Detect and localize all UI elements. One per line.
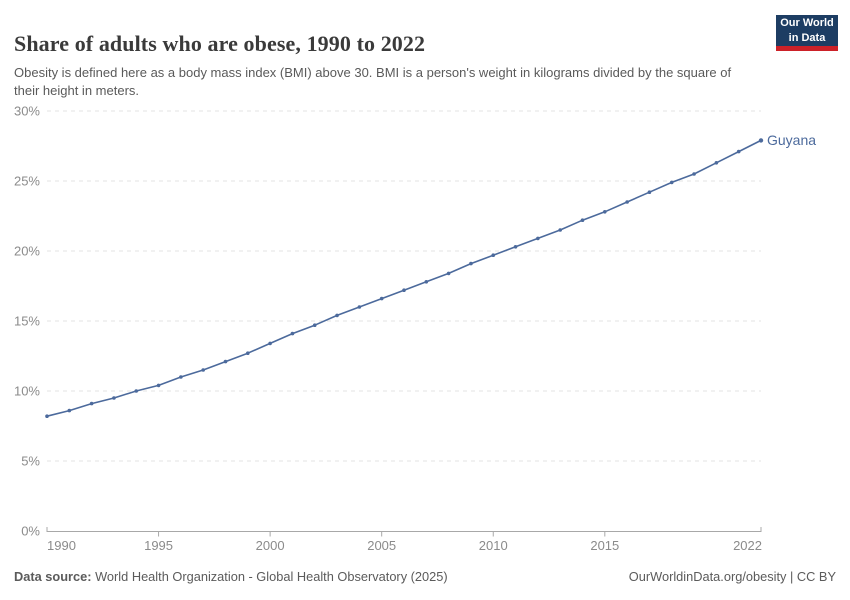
data-point-1996[interactable]	[179, 375, 183, 379]
x-tick-label: 2022	[733, 538, 762, 553]
x-tick-label: 2005	[367, 538, 396, 553]
data-point-1990[interactable]	[45, 414, 49, 419]
data-point-2006[interactable]	[402, 288, 406, 293]
y-tick-label: 25%	[14, 174, 40, 189]
x-tick-label: 2000	[256, 538, 285, 553]
data-point-1998[interactable]	[223, 359, 228, 364]
data-point-1992[interactable]	[89, 401, 94, 406]
data-point-1993[interactable]	[112, 396, 116, 400]
data-point-2011[interactable]	[513, 245, 518, 249]
data-point-2015[interactable]	[603, 210, 607, 214]
data-point-2005[interactable]	[379, 296, 384, 301]
y-tick-label: 15%	[14, 314, 40, 329]
data-point-1994[interactable]	[134, 389, 139, 393]
data-source-label: Data source:	[14, 569, 92, 584]
y-tick-label: 30%	[14, 104, 40, 119]
data-point-2020[interactable]	[714, 161, 719, 165]
chart-title: Share of adults who are obese, 1990 to 2…	[14, 30, 426, 56]
y-tick-label: 5%	[21, 454, 40, 469]
data-point-2014[interactable]	[580, 218, 585, 222]
y-tick-label: 0%	[21, 524, 40, 539]
data-point-2018[interactable]	[669, 180, 674, 185]
data-point-1995[interactable]	[156, 383, 161, 388]
y-tick-label: 20%	[14, 244, 40, 259]
data-point-2010[interactable]	[491, 253, 496, 257]
data-point-2022[interactable]	[758, 138, 764, 143]
chart-footer: Data source: World Health Organization -…	[14, 569, 836, 584]
x-tick-label: 2010	[479, 538, 508, 553]
data-source-text: World Health Organization - Global Healt…	[91, 569, 448, 584]
data-point-1997[interactable]	[201, 368, 205, 372]
data-point-2013[interactable]	[558, 228, 562, 232]
data-point-2004[interactable]	[357, 305, 362, 309]
data-point-2007[interactable]	[424, 280, 429, 284]
data-point-1991[interactable]	[67, 408, 72, 413]
data-point-2003[interactable]	[335, 313, 339, 318]
owid-logo-line2: in Data	[788, 31, 826, 44]
x-tick-label: 2015	[590, 538, 619, 553]
data-point-2002[interactable]	[312, 323, 317, 328]
owid-logo[interactable]: Our World in Data	[776, 15, 838, 51]
owid-license-link[interactable]: OurWorldinData.org/obesity | CC BY	[628, 569, 836, 584]
data-point-2016[interactable]	[625, 200, 629, 204]
series-label-guyana[interactable]: Guyana	[767, 132, 816, 148]
data-point-2008[interactable]	[446, 271, 451, 276]
data-point-2021[interactable]	[736, 149, 741, 154]
x-tick-label: 1995	[144, 538, 173, 553]
data-point-2001[interactable]	[290, 331, 295, 336]
data-point-2000[interactable]	[268, 341, 272, 346]
data-point-2017[interactable]	[647, 190, 652, 194]
line-guyana	[46, 139, 762, 418]
data-point-2009[interactable]	[469, 261, 473, 266]
x-tick-label: 1990	[47, 538, 76, 553]
data-point-2012[interactable]	[536, 236, 540, 241]
data-point-2019[interactable]	[692, 172, 696, 176]
owid-logo-line1: Our World	[780, 17, 834, 30]
y-tick-label: 10%	[14, 384, 40, 399]
chart-subtitle: Obesity is defined here as a body mass i…	[14, 65, 732, 99]
data-point-1999[interactable]	[246, 351, 250, 356]
data-source: Data source: World Health Organization -…	[14, 569, 448, 584]
